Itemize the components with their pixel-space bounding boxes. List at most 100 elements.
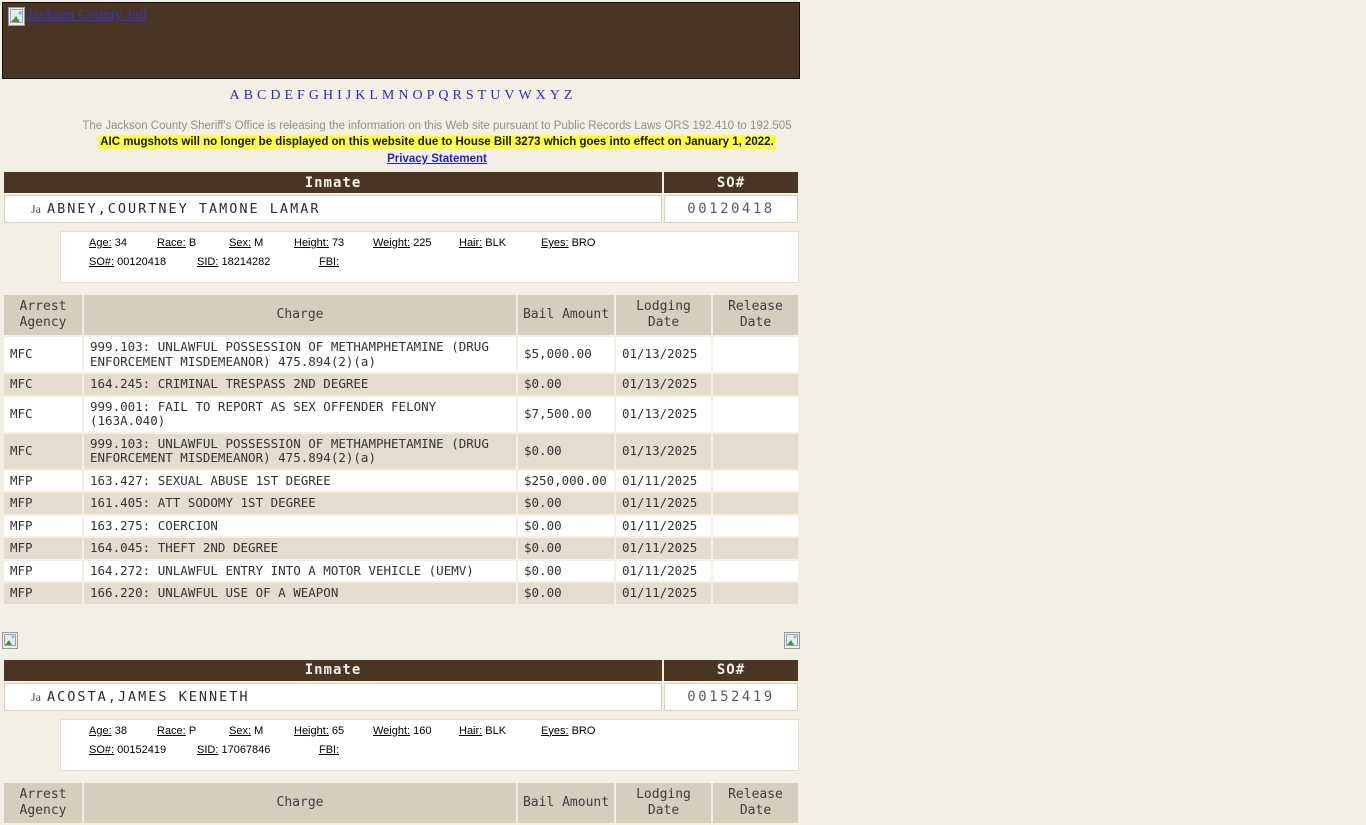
sid-label: SID: bbox=[197, 256, 219, 268]
so-column-header: SO# bbox=[664, 659, 798, 681]
alpha-link-S[interactable]: S bbox=[465, 88, 474, 103]
charge-lodging-date-cell: 01/13/2025 bbox=[616, 374, 711, 395]
alpha-link-D[interactable]: D bbox=[270, 88, 281, 103]
records-law-disclaimer: The Jackson County Sheriff's Office is r… bbox=[82, 120, 792, 132]
charge-lodging-date-cell: 01/13/2025 bbox=[616, 396, 711, 432]
charge-bail-cell: $5,000.00 bbox=[518, 337, 614, 372]
age-label: Age: bbox=[89, 237, 112, 249]
inmate-name-cell: Ja ABNEY,COURTNEY TAMONE LAMAR bbox=[4, 195, 662, 223]
alpha-link-Y[interactable]: Y bbox=[549, 88, 560, 103]
charge-agency-cell: MFC bbox=[4, 433, 82, 469]
charge-row: MFP 164.045: THEFT 2ND DEGREE $0.00 01/11/2… bbox=[4, 538, 798, 559]
prev-page-broken-image[interactable] bbox=[2, 632, 18, 649]
alpha-link-J[interactable]: J bbox=[345, 88, 352, 103]
race-label: Race: bbox=[157, 237, 186, 249]
charges-table-1: Arrest Agency Charge Bail Amount Lodging… bbox=[2, 293, 800, 606]
privacy-statement-link[interactable]: Privacy Statement bbox=[387, 153, 487, 165]
so-label: SO#: bbox=[89, 743, 115, 756]
charge-row: MFC 999.103: UNLAWFUL POSSESSION OF METHA… bbox=[4, 433, 798, 469]
weight-value: 225 bbox=[413, 237, 432, 249]
alpha-link-N[interactable]: N bbox=[398, 88, 409, 103]
alpha-link-Q[interactable]: Q bbox=[438, 88, 449, 103]
alpha-link-B[interactable]: B bbox=[243, 88, 253, 103]
release-date-header: Release Date bbox=[713, 295, 798, 335]
alpha-link-X[interactable]: X bbox=[535, 88, 546, 103]
charge-release-date-cell bbox=[713, 337, 798, 372]
race-label: Race: bbox=[157, 724, 186, 737]
charge-lodging-date-cell: 01/11/2025 bbox=[616, 515, 711, 536]
inmate-column-header: Inmate bbox=[4, 659, 662, 681]
alpha-link-E[interactable]: E bbox=[284, 88, 294, 103]
alpha-link-G[interactable]: G bbox=[308, 88, 319, 103]
charge-description-cell: 999.103: UNLAWFUL POSSESSION OF METHAMPH… bbox=[84, 433, 516, 469]
alpha-link-M[interactable]: M bbox=[381, 88, 395, 103]
inmate-header-table-2: Inmate SO# Ja ACOSTA,JAMES KENNETH 001524… bbox=[2, 658, 800, 713]
alpha-link-L[interactable]: L bbox=[369, 88, 378, 103]
charge-description-cell: 999.103: UNLAWFUL POSSESSION OF METHAMPH… bbox=[84, 337, 516, 372]
bail-amount-header: Bail Amount bbox=[518, 782, 614, 823]
charge-release-date-cell bbox=[713, 515, 798, 536]
hair-value: BLK bbox=[485, 724, 507, 737]
jail-home-link[interactable]: Jackson County Jail bbox=[8, 7, 147, 26]
alpha-link-C[interactable]: C bbox=[256, 88, 267, 103]
charge-header: Charge bbox=[84, 782, 516, 823]
charge-header: Charge bbox=[84, 295, 516, 335]
race-value: B bbox=[188, 237, 197, 249]
alpha-link-R[interactable]: R bbox=[452, 88, 462, 103]
charges-table-2: Arrest Agency Charge Bail Amount Lodging… bbox=[2, 781, 800, 825]
eyes-label: Eyes: bbox=[541, 237, 569, 249]
charge-description-cell: 164.045: THEFT 2ND DEGREE bbox=[84, 538, 516, 559]
hair-label: Hair: bbox=[459, 724, 483, 737]
charge-agency-cell: MFP bbox=[4, 560, 82, 581]
arrest-agency-header: Arrest Agency bbox=[4, 782, 82, 823]
charge-description-cell: 163.275: COERCION bbox=[84, 515, 516, 536]
alpha-link-T[interactable]: T bbox=[477, 88, 487, 103]
lodging-date-header: Lodging Date bbox=[616, 295, 711, 335]
alpha-link-K[interactable]: K bbox=[355, 88, 366, 103]
charge-row: MFP 163.275: COERCION $0.00 01/11/2025 bbox=[4, 515, 798, 536]
mugshot-notice: AIC mugshots will no longer be displayed… bbox=[98, 135, 776, 149]
charge-agency-cell: MFP bbox=[4, 583, 82, 604]
charge-release-date-cell bbox=[713, 433, 798, 469]
age-label: Age: bbox=[89, 724, 112, 737]
charge-bail-cell: $0.00 bbox=[518, 560, 614, 581]
so-value: 00152419 bbox=[117, 743, 167, 756]
fbi-label: FBI: bbox=[319, 743, 340, 756]
sex-value: M bbox=[254, 237, 264, 249]
alpha-link-A[interactable]: A bbox=[229, 88, 240, 103]
hair-value: BLK bbox=[485, 237, 507, 249]
charge-bail-cell: $7,500.00 bbox=[518, 396, 614, 432]
alpha-link-Z[interactable]: Z bbox=[563, 88, 573, 103]
alpha-link-U[interactable]: U bbox=[490, 88, 501, 103]
charge-release-date-cell bbox=[713, 396, 798, 432]
eyes-label: Eyes: bbox=[541, 724, 569, 737]
height-label: Height: bbox=[294, 724, 329, 737]
alpha-link-F[interactable]: F bbox=[297, 88, 305, 103]
inmate-column-header: Inmate bbox=[4, 172, 662, 193]
charge-lodging-date-cell: 01/11/2025 bbox=[616, 538, 711, 559]
alpha-link-P[interactable]: P bbox=[426, 88, 435, 103]
charges-header-row: Arrest Agency Charge Bail Amount Lodging… bbox=[4, 782, 798, 823]
lodging-date-header: Lodging Date bbox=[616, 782, 711, 823]
next-page-broken-image[interactable] bbox=[784, 632, 800, 649]
charge-agency-cell: MFC bbox=[4, 337, 82, 372]
sid-label: SID: bbox=[197, 743, 219, 756]
height-value: 65 bbox=[331, 724, 345, 737]
charge-agency-cell: MFP bbox=[4, 470, 82, 491]
alpha-link-V[interactable]: V bbox=[504, 88, 515, 103]
charge-agency-cell: MFP bbox=[4, 515, 82, 536]
charge-bail-cell: $0.00 bbox=[518, 515, 614, 536]
charge-row: MFP 164.272: UNLAWFUL ENTRY INTO A MOTOR … bbox=[4, 560, 798, 581]
so-column-header: SO# bbox=[664, 172, 798, 193]
charge-release-date-cell bbox=[713, 374, 798, 395]
alpha-link-H[interactable]: H bbox=[322, 88, 334, 103]
alpha-link-I[interactable]: I bbox=[337, 88, 342, 103]
charge-lodging-date-cell: 01/13/2025 bbox=[616, 433, 711, 469]
charge-row: MFC 999.001: FAIL TO REPORT AS SEX OFFEND… bbox=[4, 396, 798, 432]
demographics-box-2: Age: 38 Race: P Sex: M Height: 65 Weight: 16… bbox=[60, 718, 799, 771]
alpha-link-W[interactable]: W bbox=[518, 88, 532, 103]
charge-release-date-cell bbox=[713, 538, 798, 559]
alpha-link-O[interactable]: O bbox=[412, 88, 423, 103]
inmate-name-cell: Ja ACOSTA,JAMES KENNETH bbox=[4, 682, 662, 711]
